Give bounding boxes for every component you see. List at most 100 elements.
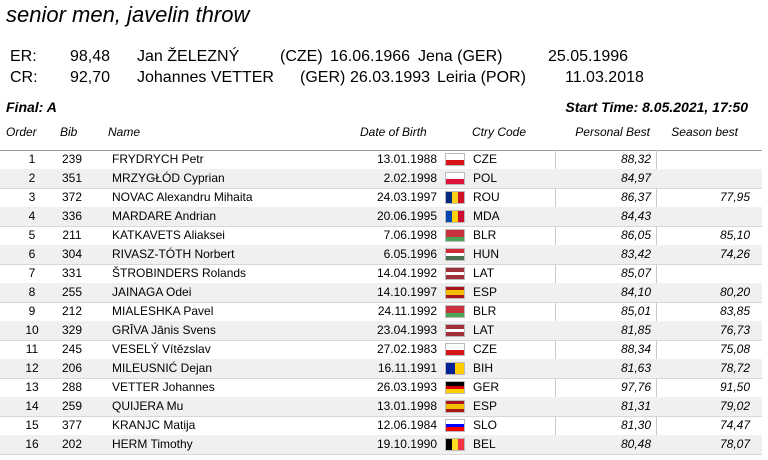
flag-stripe: [446, 237, 464, 242]
personal-best: 81,63: [620, 361, 651, 375]
order: 1: [28, 152, 36, 166]
personal-best: 84,43: [620, 209, 651, 223]
bib: 288: [61, 380, 83, 394]
country: GER: [473, 380, 500, 394]
flag: [445, 343, 465, 356]
record-venue: Leiria (POR): [437, 69, 526, 86]
flag: [445, 419, 465, 432]
flag-stripe: [446, 313, 464, 318]
dob: 14.10.1997: [376, 285, 437, 299]
flag-stripe: [446, 389, 464, 394]
flag-stripe: [446, 192, 452, 203]
flag: [445, 210, 465, 223]
personal-best: 86,05: [620, 228, 651, 242]
country: HUN: [473, 247, 499, 261]
record-date: 11.03.2018: [565, 69, 644, 86]
bib: 259: [61, 399, 83, 413]
flag-stripe: [446, 309, 464, 314]
name: JAINAGA Odei: [112, 285, 192, 299]
flag-stripe: [446, 289, 464, 293]
season-best: 91,50: [719, 380, 750, 394]
dob: 16.11.1991: [377, 361, 437, 375]
flag-stripe: [446, 363, 455, 374]
bib: 255: [61, 285, 83, 299]
row-bg: [0, 397, 762, 416]
row-line: [0, 188, 762, 189]
order: 9: [28, 304, 36, 318]
order: 10: [25, 323, 39, 337]
record-label: CR:: [10, 69, 38, 86]
record-dob: 16.06.1966: [330, 48, 411, 65]
flag-stripe: [446, 439, 452, 450]
flag: [445, 229, 465, 242]
bib: 304: [61, 247, 83, 261]
dob: 23.04.1993: [376, 323, 437, 337]
bib: 206: [61, 361, 83, 375]
flag-stripe: [446, 271, 464, 276]
personal-best: 80,48: [620, 437, 651, 451]
row-bg: [0, 321, 762, 340]
country: SLO: [473, 418, 498, 432]
personal-best: 84,97: [620, 171, 651, 185]
name: VESELÝ Vítězslav: [112, 342, 211, 356]
country: BEL: [473, 437, 496, 451]
bib: 372: [61, 190, 83, 204]
record-venue: Jena (GER): [418, 48, 503, 65]
dob: 6.05.1996: [383, 247, 437, 261]
bib: 202: [61, 437, 83, 451]
order: 11: [25, 342, 39, 356]
season-best: 85,10: [719, 228, 750, 242]
row-bg: [0, 359, 762, 378]
flag-stripe: [446, 406, 464, 410]
flag: [445, 400, 465, 413]
row-bg: [0, 283, 762, 302]
country: CZE: [473, 342, 497, 356]
flag-stripe: [446, 295, 464, 298]
personal-best: 85,07: [620, 266, 651, 280]
dob: 20.06.1995: [376, 209, 437, 223]
title: senior men, javelin throw: [6, 2, 250, 27]
flag-stripe: [446, 385, 464, 390]
bib: 212: [61, 304, 83, 318]
country: CZE: [473, 152, 497, 166]
flag: [445, 267, 465, 280]
bib: 336: [61, 209, 83, 223]
flag-stripe: [446, 159, 464, 165]
flag-stripe: [446, 420, 464, 424]
flag-stripe: [446, 154, 464, 160]
personal-best: 84,10: [620, 285, 651, 299]
flag-stripe: [446, 233, 464, 238]
country: ESP: [473, 285, 498, 299]
personal-best: 81,30: [620, 418, 651, 432]
flag-stripe: [446, 325, 464, 329]
flag-stripe: [446, 409, 464, 412]
season-best: 78,72: [719, 361, 750, 375]
flag: [445, 324, 465, 337]
dob: 2.02.1998: [383, 171, 437, 185]
flag-stripe: [446, 344, 464, 350]
table-top: [0, 150, 762, 151]
flag-stripe: [446, 401, 464, 404]
name: NOVAC Alexandru Mihaita: [112, 190, 253, 204]
record-name: Jan ŽELEZNÝ: [137, 48, 240, 65]
column-header: Order: [6, 125, 37, 139]
section-title: Final: A: [6, 99, 57, 115]
name: ŠTROBINDERS Rolands: [112, 266, 247, 280]
flag-stripe: [446, 427, 464, 432]
flag-stripe: [446, 403, 464, 407]
dob: 13.01.1988: [376, 152, 437, 166]
flag: [445, 362, 465, 375]
country: BLR: [473, 228, 497, 242]
bib: 211: [62, 228, 82, 242]
flag-stripe: [446, 252, 464, 257]
country: ESP: [473, 399, 498, 413]
flag: [445, 381, 465, 394]
flag-stripe: [446, 173, 464, 179]
flag: [445, 438, 465, 451]
row-line: [0, 416, 762, 417]
name: HERM Timothy: [112, 437, 193, 451]
flag-stripe: [458, 192, 464, 203]
record-name: Johannes VETTER: [137, 69, 274, 86]
row-bg: [0, 245, 762, 264]
